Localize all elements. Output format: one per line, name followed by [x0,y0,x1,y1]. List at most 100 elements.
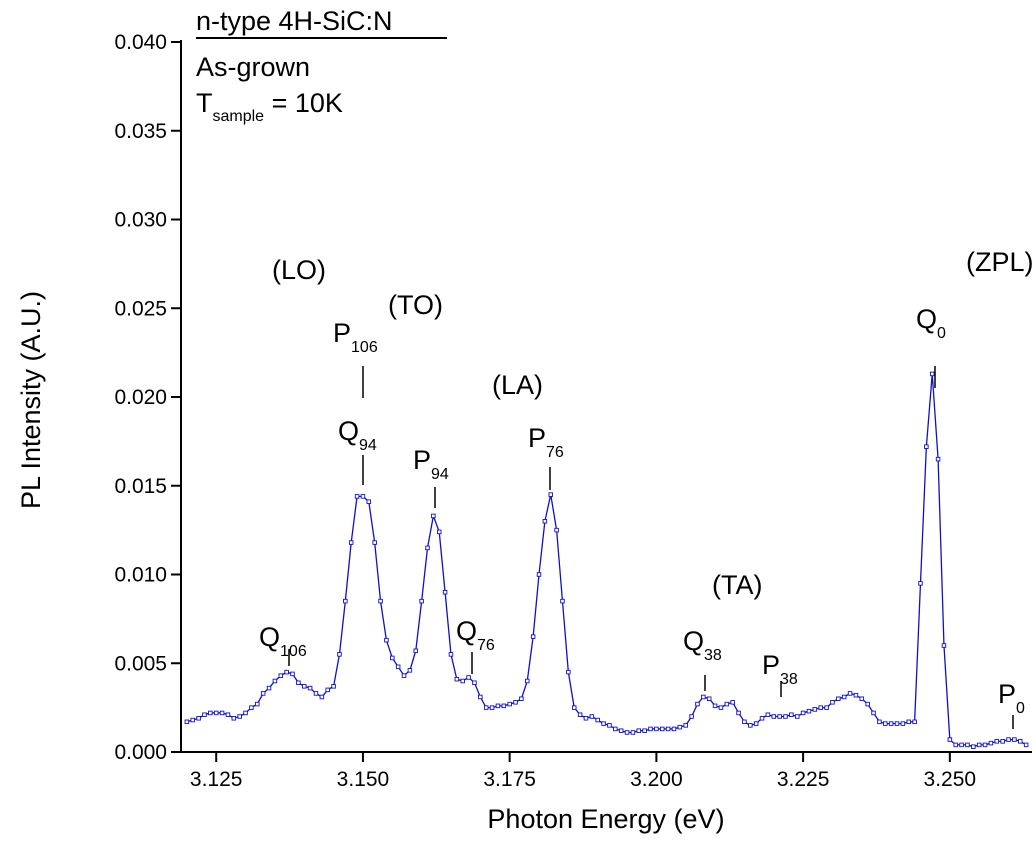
data-point [912,719,917,725]
peak-label-main: Q [683,626,704,656]
data-point [395,664,401,670]
spectrum-line [186,373,1027,748]
x-tick-label: 3.250 [924,768,977,791]
data-point [924,444,929,449]
peak-label-main: P [528,423,546,453]
data-point [366,499,372,504]
data-point [695,701,700,707]
peak-label-main: P [998,679,1016,709]
phonon-label: (LO) [272,255,326,285]
data-point [208,710,213,716]
data-point [824,705,829,710]
data-point [307,685,313,691]
data-point [219,710,225,716]
data-point [959,742,964,748]
data-point [425,545,430,551]
peak-label: Q106 [259,622,307,660]
data-point [255,701,260,707]
peak-label: Q76 [456,616,495,654]
data-point [542,519,548,524]
data-point [947,737,953,742]
data-point [525,678,530,684]
data-point [331,684,336,689]
data-point [971,744,976,749]
y-tick-label: 0.015 [114,475,167,498]
data-point [853,692,859,698]
data-point [941,643,947,648]
peak-label-main: P [413,445,431,475]
data-point [965,742,970,748]
y-tick-label: 0.005 [114,652,167,675]
legend-temperature: Tsample = 10K [196,88,343,125]
data-point [278,673,284,678]
data-point [296,680,301,686]
data-point [929,371,935,377]
data-point [748,723,753,728]
data-point [436,529,442,535]
data-point [883,721,888,726]
peak-label: P0 [998,679,1025,717]
peak-label-main: Q [338,416,359,446]
peak-label-sub: 0 [1016,700,1025,717]
data-point [900,721,906,726]
data-point [730,700,735,705]
data-point [718,705,724,710]
data-point [624,730,630,735]
data-point [466,675,471,680]
data-point [613,726,618,732]
temp-sub: sample [213,108,265,125]
data-point [777,714,782,719]
x-tick-label: 3.125 [190,768,243,791]
data-point [583,716,589,721]
y-tick-label: 0.040 [114,31,167,54]
data-point [1012,737,1017,742]
peak-label-sub: 38 [780,671,798,688]
data-point [290,671,295,677]
data-point [548,492,553,497]
data-point [982,742,988,748]
data-point [812,707,818,712]
peak-label-main: Q [916,304,937,334]
data-point [618,728,624,733]
data-point [343,598,348,604]
y-tick-label: 0.010 [114,564,167,587]
data-point [894,721,900,726]
data-point [249,705,254,710]
y-tick-label: 0.025 [114,297,167,320]
data-point [800,710,806,716]
temp-text: = 10K [264,88,343,118]
data-point [636,728,642,733]
legend-line: As-grown [196,52,310,82]
data-point [231,716,237,721]
data-point [859,696,865,702]
data-point [536,572,542,577]
legend-line: n-type 4H-SiC:N [196,6,393,36]
peak-label-sub: 94 [431,466,449,483]
data-point [390,655,395,661]
data-point [836,696,841,702]
data-point [712,703,718,709]
data-point [348,540,354,545]
data-point [607,723,612,728]
data-point [272,678,278,684]
data-point [742,719,747,725]
data-point [325,687,330,693]
data-point [818,705,823,710]
data-point [789,712,794,717]
data-point [401,673,407,678]
data-point [1023,742,1029,748]
data-point [478,694,483,700]
data-point [577,712,583,717]
data-point [196,716,201,721]
data-point [601,721,606,726]
x-axis-title: Photon Energy (eV) [487,804,724,834]
peak-label: P106 [333,318,378,356]
data-point [794,714,800,719]
data-point [442,590,448,595]
data-point [319,694,325,700]
data-point [243,710,248,716]
data-point [865,701,870,707]
peak-label: P76 [528,423,564,461]
data-point [841,694,847,700]
phonon-label: (TA) [712,570,762,600]
